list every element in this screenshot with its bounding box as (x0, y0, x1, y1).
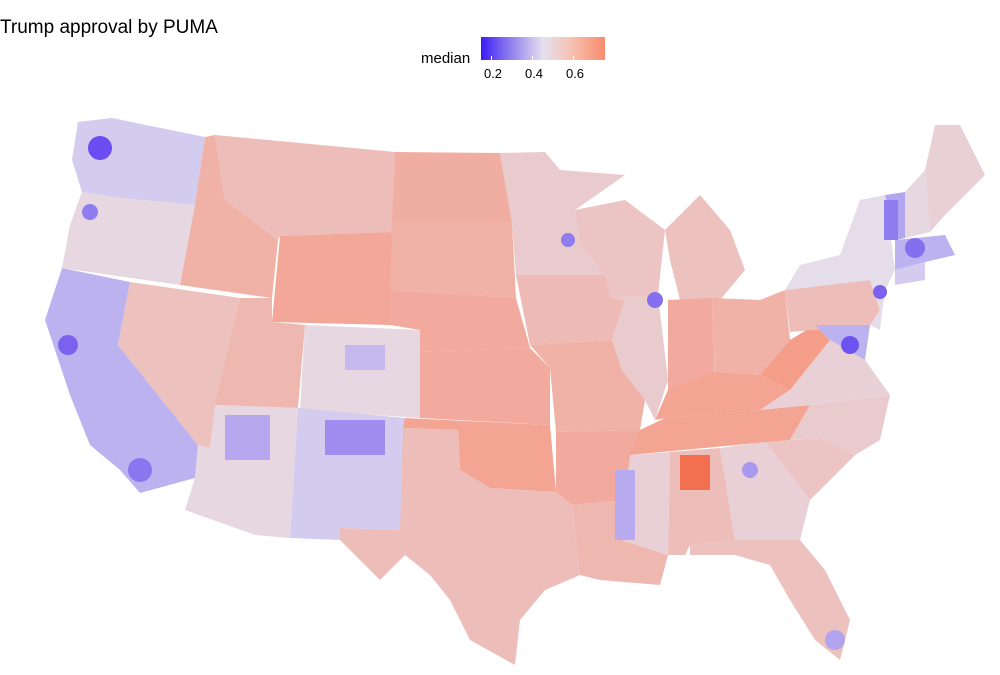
state-NV (118, 282, 240, 448)
puma-ms-delta (615, 470, 635, 540)
state-OK (403, 418, 556, 492)
puma-highlights (58, 136, 925, 650)
puma-nm-north (325, 420, 385, 455)
map-title: Trump approval by PUMA (0, 17, 218, 38)
legend-tickmark-1 (491, 56, 492, 60)
state-FL (690, 540, 850, 660)
state-MN (500, 152, 625, 275)
state-WV (760, 325, 830, 390)
puma-bay-area (58, 335, 78, 355)
state-NY (785, 195, 895, 300)
state-ND (392, 152, 512, 222)
state-SD (390, 222, 516, 298)
puma-nyc (873, 285, 887, 299)
state-fills (45, 118, 985, 665)
state-SC (765, 438, 855, 500)
state-KS (420, 348, 550, 425)
puma-los-angeles (128, 458, 152, 482)
state-GA (720, 442, 810, 540)
state-VA (760, 340, 890, 410)
state-WY (272, 232, 392, 325)
state-ID (180, 135, 278, 298)
state-NE (390, 290, 530, 352)
state-MO (530, 340, 645, 432)
state-WI (575, 200, 665, 298)
puma-denver (345, 345, 385, 370)
puma-al-north (680, 455, 710, 490)
legend-tick-label-2: 0.4 (524, 66, 544, 81)
puma-dc (841, 336, 859, 354)
state-IL (610, 295, 668, 420)
state-IN (668, 298, 715, 390)
legend-title: median (421, 50, 471, 67)
puma-minneapolis (561, 233, 575, 247)
puma-navajo (225, 415, 270, 460)
state-IA (516, 275, 625, 345)
puma-miami (825, 630, 845, 650)
state-OR (62, 192, 195, 285)
puma-vermont (884, 200, 898, 240)
state-KY (655, 372, 790, 420)
state-CA (45, 268, 198, 493)
legend-color-scale (481, 37, 605, 60)
state-LA (572, 500, 668, 585)
state-CO (300, 325, 420, 418)
state-ME (925, 125, 985, 232)
legend-tick-label-1: 0.2 (483, 66, 503, 81)
state-CT (895, 262, 925, 285)
state-NH (905, 170, 930, 238)
state-PA (785, 280, 880, 332)
legend-tickmark-3 (573, 56, 574, 60)
puma-chicago (647, 292, 663, 308)
legend-tickmark-2 (532, 56, 533, 60)
state-OH (712, 290, 790, 375)
state-NC (790, 395, 890, 455)
legend-tick-label-3: 0.6 (565, 66, 585, 81)
state-MI (665, 195, 745, 300)
puma-portland (82, 204, 98, 220)
state-UT (215, 298, 305, 408)
state-WA (72, 118, 205, 205)
puma-seattle (88, 136, 112, 160)
state-TX (340, 428, 580, 665)
puma-boston (905, 238, 925, 258)
puma-atlanta (742, 462, 758, 478)
state-TN (630, 405, 810, 455)
state-MT (215, 135, 395, 240)
